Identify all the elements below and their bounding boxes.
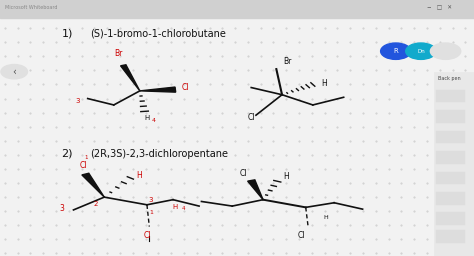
Text: 1: 1	[84, 155, 88, 160]
Text: Cl: Cl	[79, 161, 87, 170]
Text: H: H	[321, 79, 327, 88]
Bar	[436, 131, 465, 143]
Bar	[436, 151, 465, 164]
Circle shape	[1, 65, 27, 79]
Bar	[0, 0, 474, 18]
Polygon shape	[140, 87, 176, 92]
Text: Dn: Dn	[417, 49, 425, 54]
Text: (S)-1-bromo-1-chlorobutane: (S)-1-bromo-1-chlorobutane	[90, 28, 226, 38]
Polygon shape	[120, 65, 140, 91]
Text: 2: 2	[93, 200, 98, 207]
Bar	[436, 110, 465, 123]
Text: Microsoft Whiteboard: Microsoft Whiteboard	[5, 5, 57, 10]
Text: H: H	[136, 171, 142, 180]
Text: (2R,3S)-2,3-dichloropentane: (2R,3S)-2,3-dichloropentane	[90, 148, 228, 159]
Text: H: H	[283, 172, 289, 181]
Text: H: H	[324, 215, 328, 220]
Text: 1): 1)	[62, 28, 73, 38]
Bar	[436, 212, 465, 225]
Bar	[436, 192, 465, 205]
Text: 4: 4	[152, 118, 156, 123]
Text: 3: 3	[148, 197, 153, 203]
Text: 3: 3	[59, 204, 64, 213]
Text: 1: 1	[150, 210, 154, 215]
Circle shape	[406, 43, 436, 59]
Text: Cl: Cl	[297, 231, 305, 240]
Bar	[436, 90, 465, 102]
Text: 4: 4	[182, 206, 185, 211]
Text: Cl: Cl	[182, 82, 190, 92]
Text: 2): 2)	[62, 148, 73, 159]
Circle shape	[430, 43, 461, 59]
Polygon shape	[247, 180, 263, 200]
Bar	[436, 230, 465, 243]
Bar	[436, 172, 465, 184]
Circle shape	[381, 43, 411, 59]
Polygon shape	[82, 173, 104, 197]
Text: H: H	[173, 204, 178, 210]
Text: Br: Br	[283, 57, 292, 66]
Text: Back pen: Back pen	[438, 76, 461, 81]
Bar	[434, 72, 474, 256]
Text: Br: Br	[114, 49, 123, 58]
Text: Cl: Cl	[240, 169, 247, 178]
Text: Cl: Cl	[247, 113, 255, 122]
Text: ‹: ‹	[12, 67, 16, 77]
Text: −   □   ✕: − □ ✕	[427, 5, 452, 10]
Text: H: H	[144, 115, 150, 121]
Text: 3: 3	[75, 98, 80, 104]
Text: R: R	[393, 48, 398, 54]
Text: Cl: Cl	[143, 231, 151, 240]
